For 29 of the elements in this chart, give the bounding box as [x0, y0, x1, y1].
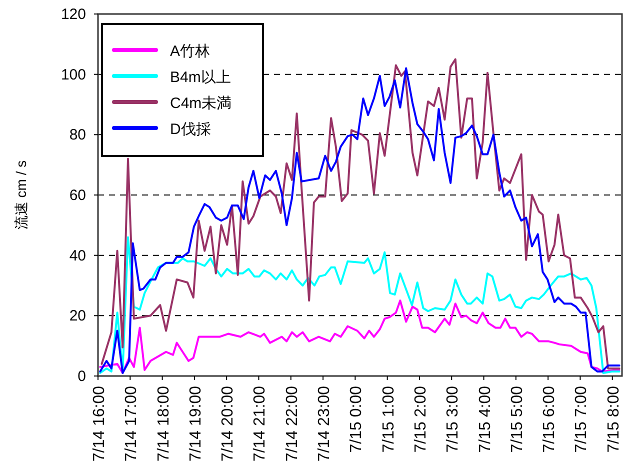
x-tick-label: 7/14 18:00: [155, 386, 172, 462]
x-tick-label: 7/14 20:00: [220, 386, 237, 462]
y-axis-title: 流速 cm / s: [13, 160, 29, 230]
x-tick-label: 7/14 22:00: [284, 386, 301, 462]
x-tick-label: 7/14 16:00: [91, 386, 108, 462]
y-tick-label: 80: [69, 126, 86, 144]
legend-label: B4m以上: [170, 69, 231, 86]
x-tick-label: 7/15 8:00: [605, 386, 622, 453]
x-tick-label: 7/15 7:00: [573, 386, 590, 453]
x-tick-label: 7/15 5:00: [508, 386, 526, 453]
x-tick-label: 7/15 3:00: [444, 386, 462, 453]
x-tick-label: 7/14 19:00: [187, 386, 204, 462]
x-tick-label: 7/14 17:00: [123, 386, 140, 462]
x-tick-label: 7/15 4:00: [476, 386, 494, 453]
x-tick-label: 7/14 21:00: [252, 386, 269, 462]
legend-label: D伐採: [170, 121, 211, 138]
x-tick-label: 7/15 1:00: [380, 386, 398, 453]
x-tick-label: 7/15 6:00: [541, 386, 558, 453]
x-tick-label: 7/15 2:00: [412, 386, 430, 453]
y-tick-label: 60: [69, 187, 86, 204]
y-tick-label: 20: [69, 308, 86, 325]
y-tick-label: 0: [78, 368, 86, 385]
legend-label: C4m未満: [170, 95, 232, 112]
legend-label: A竹林: [170, 43, 210, 60]
x-tick-label: 7/14 23:00: [316, 386, 334, 462]
y-tick-label: 120: [60, 6, 86, 23]
y-tick-label: 40: [69, 247, 86, 264]
y-tick-label: 100: [60, 66, 86, 84]
x-tick-label: 7/15 0:00: [348, 386, 366, 453]
